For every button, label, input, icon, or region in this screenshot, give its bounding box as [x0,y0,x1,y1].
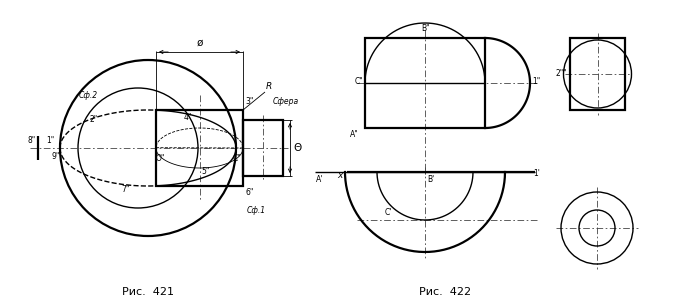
Text: 1": 1" [46,136,54,145]
Text: O": O" [156,154,165,163]
Text: C": C" [233,154,241,163]
Text: Θ: Θ [293,143,301,153]
Text: 2": 2" [90,115,98,125]
Text: 4": 4" [183,114,192,122]
Text: 9": 9" [52,152,61,161]
Text: Сф.1: Сф.1 [247,206,266,215]
Text: A': A' [316,175,323,184]
Text: R: R [266,82,272,91]
Bar [243,120,283,176]
Text: ø: ø [196,38,203,48]
Text: Рис.  421: Рис. 421 [122,287,174,297]
Text: C": C" [354,77,363,87]
Text: 8": 8" [28,136,36,145]
Text: C': C' [385,208,392,217]
Text: 6": 6" [245,188,253,197]
Bar [365,38,485,128]
Text: 5": 5" [202,166,210,176]
Text: 1': 1' [533,169,540,178]
Text: x: x [338,170,343,180]
Text: 3": 3" [245,97,253,106]
Text: 7": 7" [122,185,130,195]
Text: A": A" [350,130,359,139]
Bar [156,110,243,186]
Bar [570,38,625,110]
Text: Сф.2: Сф.2 [78,91,98,100]
Text: B": B" [422,24,430,33]
Text: 1": 1" [532,77,540,87]
Text: Сфера: Сфера [273,97,299,106]
Text: 2"": 2"" [555,68,567,77]
Text: Рис.  422: Рис. 422 [419,287,471,297]
Text: B': B' [427,175,434,184]
